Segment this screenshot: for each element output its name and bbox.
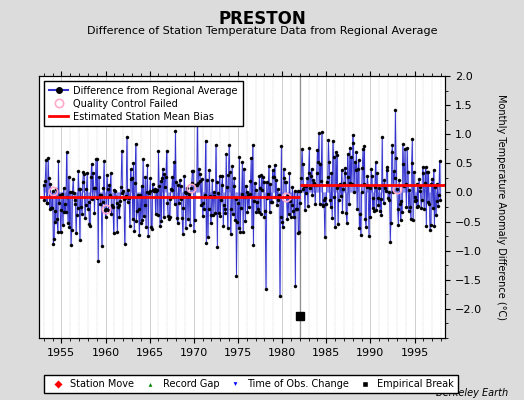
- Legend: Station Move, Record Gap, Time of Obs. Change, Empirical Break: Station Move, Record Gap, Time of Obs. C…: [44, 375, 458, 393]
- Text: Berkeley Earth: Berkeley Earth: [436, 388, 508, 398]
- Text: Difference of Station Temperature Data from Regional Average: Difference of Station Temperature Data f…: [87, 26, 437, 36]
- Legend: Difference from Regional Average, Quality Control Failed, Estimated Station Mean: Difference from Regional Average, Qualit…: [44, 81, 243, 126]
- Y-axis label: Monthly Temperature Anomaly Difference (°C): Monthly Temperature Anomaly Difference (…: [496, 94, 506, 320]
- Text: PRESTON: PRESTON: [218, 10, 306, 28]
